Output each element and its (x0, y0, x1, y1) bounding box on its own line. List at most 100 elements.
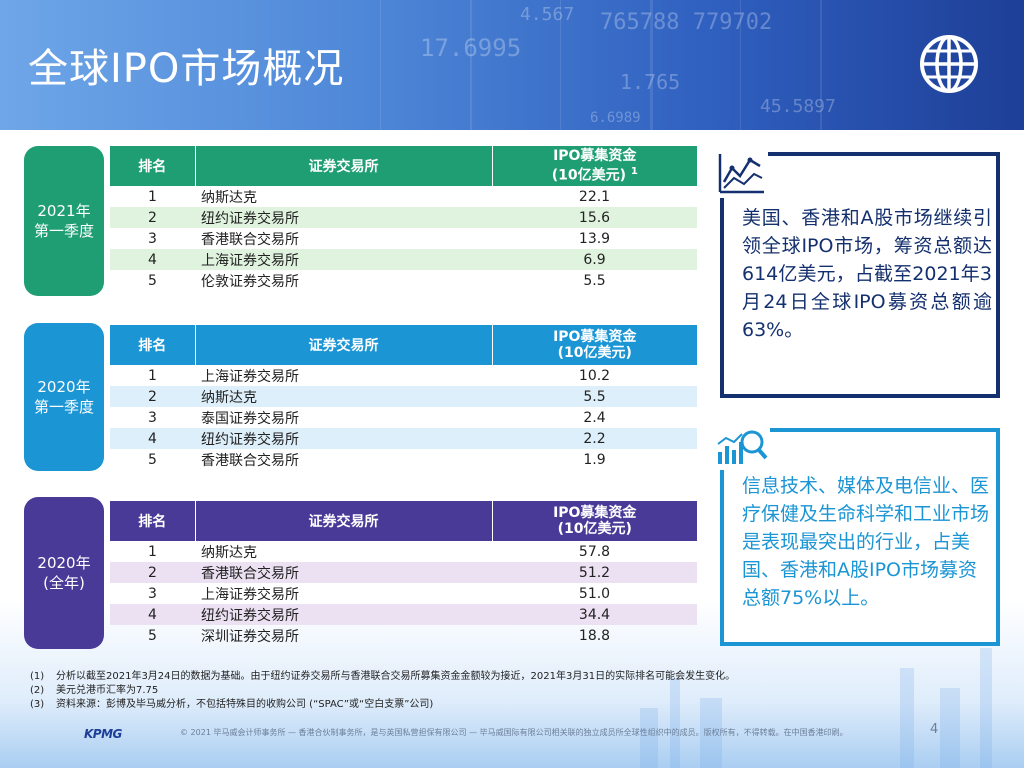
rank-cell: 1 (148, 188, 157, 205)
header-rank: 排名 (110, 501, 195, 541)
amount-cell: 5.5 (492, 386, 697, 407)
rank-cell: 3 (148, 409, 157, 426)
header-amount-unit: (10亿美元) (557, 345, 632, 361)
period-line: 2020年 (37, 378, 91, 396)
exchange-cell: 伦敦证券交易所 (201, 273, 299, 290)
background-decoration (0, 600, 1024, 768)
period-line: 2021年 (37, 202, 91, 220)
header-banner: 17.6995 4.567 765788 779702 45.5897 1.76… (0, 0, 1024, 130)
rank-cell: 5 (148, 272, 157, 289)
exchange-cell: 香港联合交易所 (201, 452, 299, 469)
footnote: (3) 资料来源：彭博及毕马威分析，不包括特殊目的收购公司 (“SPAC”或“空白… (30, 698, 735, 712)
footnote-number: (3) (30, 699, 45, 710)
table-row: 2 纽约证券交易所 15.6 (110, 207, 697, 228)
header-amount: IPO募集资金 (10亿美元) 1 (491, 146, 697, 186)
exchange-cell: 纽约证券交易所 (195, 604, 492, 625)
header-rank: 排名 (110, 325, 195, 365)
table-row: 3 上海证券交易所 51.0 (110, 583, 697, 604)
kpmg-logo: KPMG (84, 727, 122, 741)
footnote-number: (1) (30, 671, 45, 682)
amount-cell: 2.4 (583, 409, 606, 426)
header-amount: IPO募集资金 (10亿美元) (491, 325, 697, 365)
banner-deco-number: 6.6989 (590, 110, 641, 126)
amount-cell: 34.4 (492, 604, 697, 625)
callout-text: 信息技术、媒体及电信业、医疗保健及生命科学和工业市场是表现最突出的行业，占美国、… (742, 475, 990, 609)
amount-cell: 15.6 (492, 207, 697, 228)
amount-cell: 1.9 (583, 451, 606, 468)
table-row: 1 纳斯达克 22.1 (110, 186, 697, 207)
table-row: 5 香港联合交易所 1.9 (110, 449, 697, 470)
amount-cell: 51.0 (578, 585, 611, 602)
amount-cell: 6.9 (492, 249, 697, 270)
rank-cell: 4 (110, 249, 195, 270)
amount-cell: 22.1 (578, 188, 611, 205)
footnote-number: (2) (30, 685, 45, 696)
period-line: 第一季度 (33, 398, 94, 416)
ranking-table-2021-q1: 排名 证券交易所 IPO募集资金 (10亿美元) 1 1 纳斯达克 22.1 2 纽约证… (110, 146, 697, 291)
banner-deco-number: 17.6995 (420, 34, 522, 62)
table-row: 3 泰国证券交易所 2.4 (110, 407, 697, 428)
period-label-2020-q1: 2020年第一季度 (24, 323, 104, 471)
exchange-cell: 纳斯达克 (201, 544, 257, 561)
exchange-cell: 纳斯达克 (195, 386, 492, 407)
rank-cell: 1 (148, 367, 157, 384)
footnote-text: 资料来源：彭博及毕马威分析，不包括特殊目的收购公司 (“SPAC”或“空白支票”… (56, 699, 434, 710)
footnote: (1) 分析以截至2021年3月24日的数据为基础。由于纽约证券交易所与香港联合交… (30, 670, 735, 684)
line-chart-icon (714, 148, 768, 198)
exchange-cell: 纽约证券交易所 (195, 207, 492, 228)
banner-deco-number: 4.567 (520, 4, 575, 25)
callout-text: 美国、香港和A股市场继续引领全球IPO市场，筹资总额达614亿美元，占截至202… (742, 207, 992, 341)
banner-deco-number: 1.765 (620, 70, 681, 94)
rank-cell: 2 (110, 207, 195, 228)
header-amount-unit: (10亿美元) (557, 521, 632, 537)
amount-cell: 5.5 (583, 272, 606, 289)
magnifier-chart-icon (712, 424, 770, 470)
rank-cell: 4 (110, 428, 195, 449)
page-number: 4 (930, 722, 939, 737)
header-amount: IPO募集资金 (10亿美元) (491, 501, 697, 541)
table-row: 3 香港联合交易所 13.9 (110, 228, 697, 249)
ranking-table-2020-q1: 排名 证券交易所 IPO募集资金 (10亿美元) 1 上海证券交易所 10.2 2 纳斯… (110, 325, 697, 470)
exchange-cell: 香港联合交易所 (195, 562, 492, 583)
exchange-cell: 香港联合交易所 (201, 231, 299, 248)
header-amount-unit: (10亿美元) (551, 167, 626, 184)
exchange-cell: 纳斯达克 (201, 189, 257, 206)
rank-cell: 1 (148, 543, 157, 560)
header-exchange: 证券交易所 (194, 501, 492, 541)
header-amount-label: IPO募集资金 (553, 505, 637, 521)
header-amount-label: IPO募集资金 (553, 329, 637, 345)
footnote: (2) 美元兑港币汇率为7.75 (30, 684, 735, 698)
amount-cell: 10.2 (578, 367, 611, 384)
table-row: 5 深圳证券交易所 18.8 (110, 625, 697, 646)
footnote-text: 分析以截至2021年3月24日的数据为基础。由于纽约证券交易所与香港联合交易所募… (56, 671, 736, 682)
rank-cell: 3 (148, 585, 157, 602)
exchange-cell: 上海证券交易所 (195, 249, 492, 270)
table-header-row: 排名 证券交易所 IPO募集资金 (10亿美元) (110, 501, 697, 541)
table-row: 4 纽约证券交易所 2.2 (110, 428, 697, 449)
header-exchange: 证券交易所 (194, 325, 492, 365)
period-line: 2020年 (37, 554, 91, 572)
table-row: 1 上海证券交易所 10.2 (110, 365, 697, 386)
copyright-footer: © 2021 毕马威会计师事务所 — 香港合伙制事务所，是与英国私营担保有限公司… (180, 728, 848, 737)
rank-cell: 3 (148, 230, 157, 247)
header-amount-label: IPO募集资金 (553, 148, 637, 165)
exchange-cell: 纽约证券交易所 (195, 428, 492, 449)
exchange-cell: 上海证券交易所 (201, 368, 299, 385)
rank-cell: 2 (110, 562, 195, 583)
page-title: 全球IPO市场概况 (28, 46, 345, 92)
exchange-cell: 泰国证券交易所 (201, 410, 299, 427)
footnotes: (1) 分析以截至2021年3月24日的数据为基础。由于纽约证券交易所与香港联合交… (30, 670, 735, 712)
exchange-cell: 深圳证券交易所 (201, 628, 299, 645)
table-row: 5 伦敦证券交易所 5.5 (110, 270, 697, 291)
rank-cell: 2 (110, 386, 195, 407)
amount-cell: 57.8 (578, 543, 611, 560)
rank-cell: 4 (110, 604, 195, 625)
footnote-text: 美元兑港币汇率为7.75 (56, 685, 159, 696)
exchange-cell: 上海证券交易所 (201, 586, 299, 603)
period-label-2021-q1: 2021年 第一季度 (24, 146, 104, 296)
table-header-row: 排名 证券交易所 IPO募集资金 (10亿美元) 1 (110, 146, 697, 186)
globe-icon (920, 35, 978, 93)
footnote-marker: 1 (630, 166, 638, 178)
rank-cell: 5 (148, 451, 157, 468)
table-row: 4 上海证券交易所 6.9 (110, 249, 697, 270)
